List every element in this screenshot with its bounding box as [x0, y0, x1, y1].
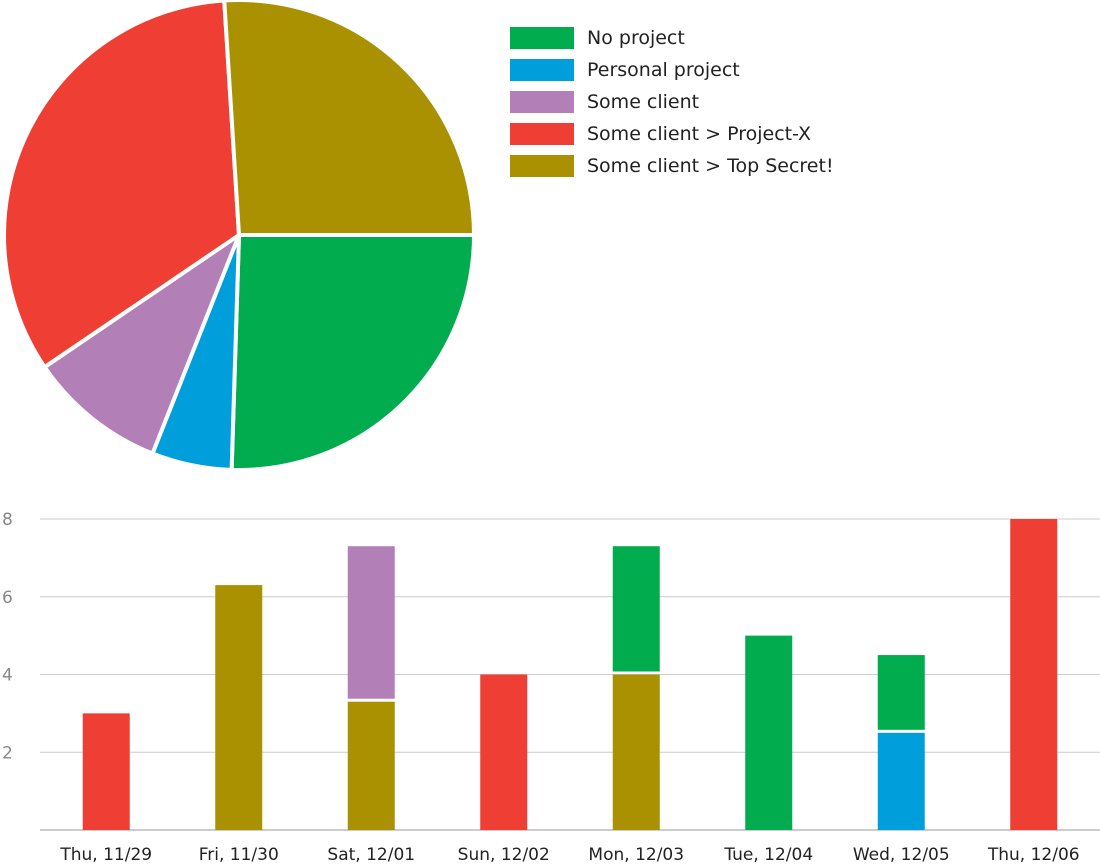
legend-item-project-x[interactable]: Some client > Project-X	[510, 118, 834, 150]
pie-slice-some-client-top-secret[interactable]	[222, 0, 476, 237]
legend-label: No project	[587, 27, 685, 49]
bar-segment-some-client-project-x[interactable]	[82, 713, 130, 830]
pie-slice-no-project[interactable]	[229, 233, 476, 472]
legend-label: Personal project	[587, 59, 740, 81]
bar-segment-some-client-top-secret[interactable]	[347, 701, 395, 830]
bar-segment-some-client-top-secret[interactable]	[612, 674, 660, 831]
x-tick-label: Wed, 12/05	[853, 845, 950, 864]
legend-label: Some client	[587, 91, 700, 113]
bar-segment-no-project[interactable]	[745, 635, 793, 830]
x-tick-label: Thu, 12/06	[987, 845, 1080, 864]
legend-item-no-project[interactable]: No project	[510, 22, 834, 54]
legend-label: Some client > Project-X	[587, 123, 812, 145]
y-tick-label: 6	[2, 588, 13, 608]
y-tick-label: 8	[2, 510, 13, 530]
y-tick-label: 4	[2, 666, 13, 686]
legend-swatch	[510, 123, 574, 145]
bar-segment-some-client-project-x[interactable]	[480, 674, 528, 831]
bar-segment-personal-project[interactable]	[877, 732, 925, 830]
legend-label: Some client > Top Secret!	[587, 155, 834, 177]
bar-segment-no-project[interactable]	[612, 546, 660, 672]
legend: No project Personal project Some client …	[510, 22, 834, 182]
legend-swatch	[510, 27, 574, 49]
bar-segment-some-client-project-x[interactable]	[1010, 519, 1058, 830]
x-tick-label: Thu, 11/29	[59, 845, 152, 864]
pie-chart	[2, 0, 476, 472]
legend-swatch	[510, 91, 574, 113]
x-tick-label: Fri, 11/30	[199, 845, 279, 864]
legend-item-top-secret[interactable]: Some client > Top Secret!	[510, 150, 834, 182]
pie-slice-some-client[interactable]	[42, 233, 241, 456]
x-tick-label: Sun, 12/02	[458, 845, 550, 864]
legend-item-some-client[interactable]: Some client	[510, 86, 834, 118]
legend-item-personal-project[interactable]: Personal project	[510, 54, 834, 86]
stacked-bar-chart: 2 4 6 8 Thu, 11/29 Fri, 11/30 Sat, 12/01 Sun, 1…	[2, 510, 1100, 864]
y-tick-label: 2	[2, 743, 13, 763]
x-tick-label: Mon, 12/03	[588, 845, 684, 864]
x-tick-label: Tue, 12/04	[723, 845, 813, 864]
bar-segment-some-client-top-secret[interactable]	[215, 585, 263, 830]
pie-slice-some-client-project-x[interactable]	[2, 0, 241, 370]
bar-segment-some-client[interactable]	[347, 546, 395, 699]
legend-swatch	[510, 59, 574, 81]
bar-segment-no-project[interactable]	[877, 655, 925, 730]
legend-swatch	[510, 155, 574, 177]
x-tick-label: Sat, 12/01	[327, 845, 415, 864]
